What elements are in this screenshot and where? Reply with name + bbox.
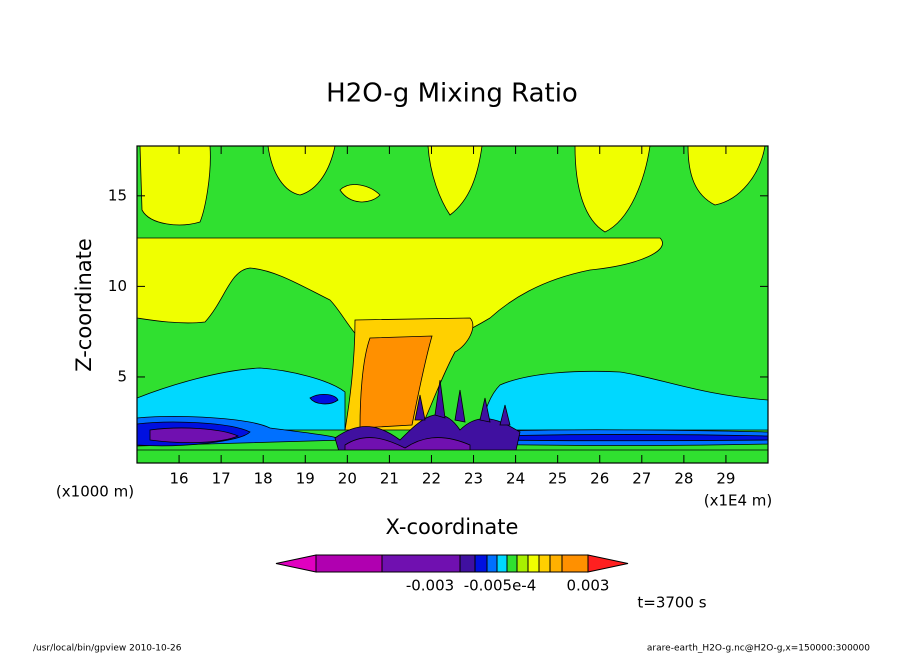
x-tick-label: 28: [674, 470, 693, 488]
contour-region: [359, 335, 433, 429]
colorbar-swatch: [538, 554, 551, 573]
contour-region: [137, 367, 346, 431]
colorbar-swatch: [496, 554, 508, 573]
colorbar-swatch: [459, 554, 476, 573]
colorbar: -0.003 -0.005e-4 0.003: [275, 554, 629, 595]
contour-region: [139, 146, 211, 226]
contour-region: [489, 434, 768, 442]
contour-region: [574, 146, 651, 233]
chart-title: H2O-g Mixing Ratio: [326, 79, 578, 109]
time-label: t=3700 s: [637, 594, 706, 612]
x-tick-label: 22: [422, 470, 441, 488]
colorbar-swatch: [315, 554, 383, 573]
colorbar-label: -0.005e-4: [464, 577, 537, 595]
colorbar-label: -0.003: [406, 577, 454, 595]
colorbar-swatch: [474, 554, 488, 573]
colorbar-triangle: [587, 554, 629, 573]
contour-region: [414, 379, 511, 426]
contour-region: [137, 449, 768, 463]
colorbar-swatch: [527, 554, 540, 573]
x-axis-title: X-coordinate: [386, 515, 519, 539]
x-tick-label: 20: [338, 470, 357, 488]
contour-field: [137, 146, 768, 463]
contour-region: [309, 394, 339, 405]
x-tick-label: 16: [170, 470, 189, 488]
y-tick-label: 10: [108, 277, 127, 295]
footer-right: arare-earth_H2O-g.nc@H2O-g,x=150000:3000…: [647, 644, 870, 654]
x-tick-label: 21: [380, 470, 399, 488]
colorbar-swatch: [561, 554, 589, 573]
x-unit-label: (x1E4 m): [704, 492, 773, 510]
y-axis-title: Z-coordinate: [72, 238, 96, 372]
colorbar-swatch: [506, 554, 518, 573]
plot-frame: [136, 145, 769, 464]
x-tick-label: 23: [464, 470, 483, 488]
colorbar-swatch: [486, 554, 498, 573]
x-tick-label: 17: [212, 470, 231, 488]
y-tick-label: 15: [108, 186, 127, 204]
contour-region: [427, 146, 483, 216]
x-tick-label: 27: [632, 470, 651, 488]
x-tick-label: 29: [716, 470, 735, 488]
contour-region: [339, 184, 381, 203]
colorbar-swatch: [549, 554, 563, 573]
y-tick-label: 5: [117, 367, 127, 385]
x-tick-label: 18: [254, 470, 273, 488]
contour-region: [149, 427, 239, 444]
y-unit-label: (x1000 m): [56, 483, 134, 501]
footer-left: /usr/local/bin/gpview 2010-10-26: [33, 644, 182, 654]
x-tick-label: 26: [590, 470, 609, 488]
contour-region: [687, 146, 766, 206]
colorbar-triangle: [275, 554, 317, 573]
x-tick-label: 19: [296, 470, 315, 488]
contour-region: [267, 146, 336, 196]
colorbar-swatch: [381, 554, 461, 573]
colorbar-swatch: [516, 554, 529, 573]
x-tick-label: 24: [506, 470, 525, 488]
x-tick-label: 25: [548, 470, 567, 488]
colorbar-label: 0.003: [567, 577, 610, 595]
